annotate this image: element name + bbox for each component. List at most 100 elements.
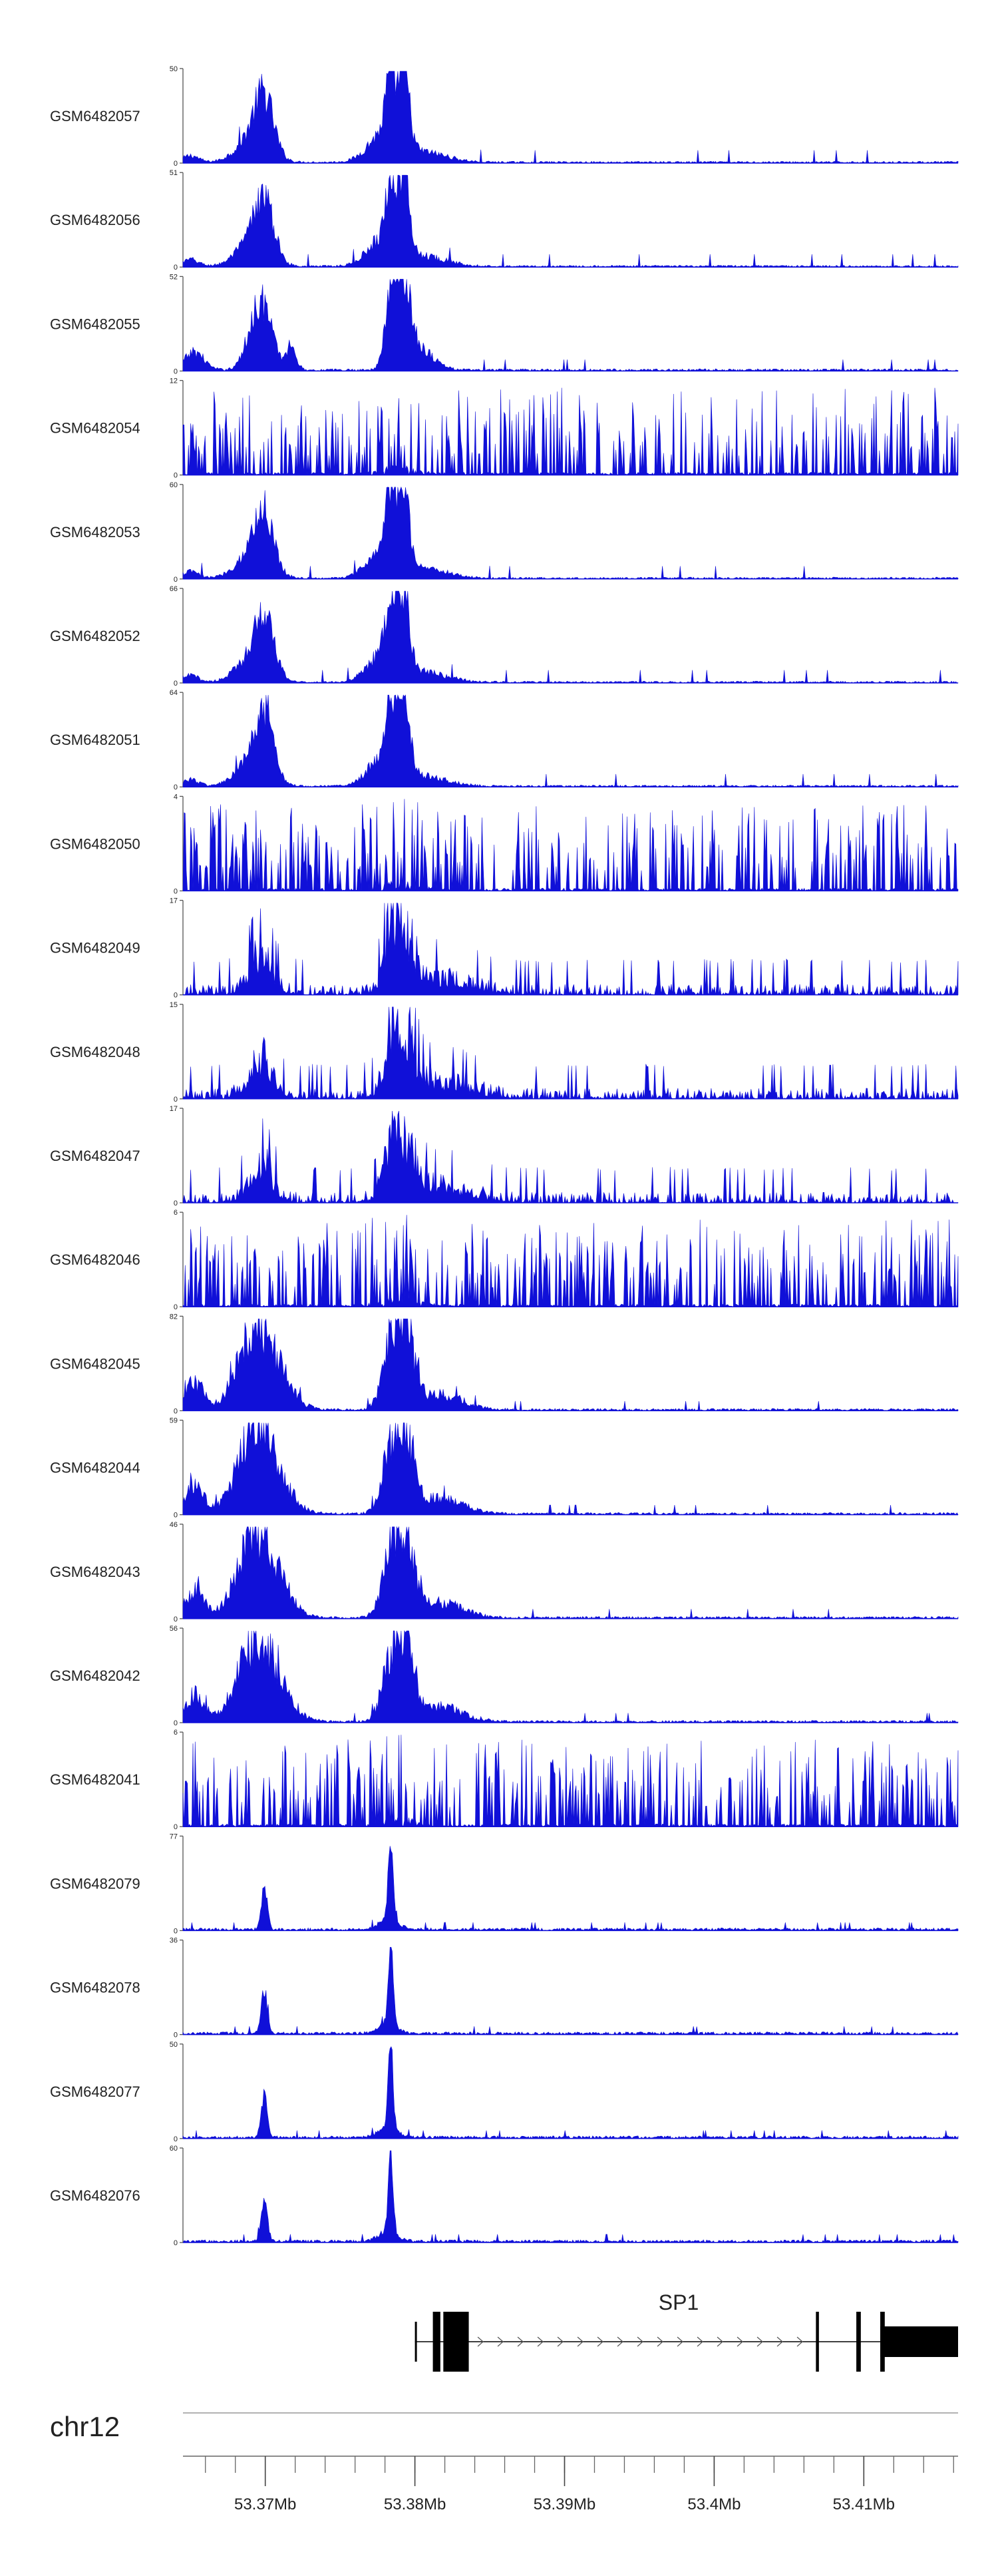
signal-area [182, 1422, 959, 1516]
strand-chevron [577, 2336, 583, 2347]
track-label: GSM6482049 [50, 940, 140, 957]
signal-area [182, 1110, 959, 1204]
signal-area [182, 71, 959, 164]
signal-area [182, 278, 959, 371]
x-tick-label: 53.38Mb [384, 2495, 446, 2513]
strand-chevron [796, 2336, 803, 2347]
strand-chevron [756, 2336, 763, 2347]
signal-area [182, 1947, 959, 2036]
track-GSM6482052: GSM6482052 66 0 [50, 585, 959, 688]
track-GSM6482041: GSM6482041 6 0 [50, 1729, 959, 1831]
y-min-label: 0 [174, 264, 178, 272]
y-min-label: 0 [174, 1199, 178, 1207]
track-GSM6482049: GSM6482049 17 0 [50, 897, 959, 1000]
track-GSM6482047: GSM6482047 17 0 [50, 1105, 959, 1207]
y-min-label: 0 [174, 2032, 178, 2039]
track-label: GSM6482056 [50, 212, 140, 228]
y-min-label: 0 [174, 680, 178, 688]
y-max-label: 4 [174, 793, 178, 801]
signal-area [182, 2150, 959, 2243]
track-label: GSM6482079 [50, 1875, 140, 1892]
strand-chevron [776, 2336, 783, 2347]
gene-annotation-track: SP1 [415, 2290, 958, 2372]
signal-area [182, 694, 959, 787]
track-GSM6482079: GSM6482079 77 0 [50, 1832, 959, 1935]
signal-area [182, 1526, 959, 1619]
x-tick-label: 53.4Mb [687, 2495, 741, 2513]
exon-utr [886, 2326, 958, 2357]
y-max-label: 17 [170, 897, 178, 905]
track-GSM6482057: GSM6482057 50 0 [50, 65, 959, 168]
track-GSM6482077: GSM6482077 50 0 [50, 2041, 959, 2143]
y-max-label: 50 [170, 65, 178, 73]
signal-area [182, 799, 959, 892]
strand-chevron [697, 2336, 703, 2347]
exon [443, 2312, 469, 2372]
track-label: GSM6482044 [50, 1460, 140, 1476]
track-label: GSM6482051 [50, 732, 140, 748]
y-min-label: 0 [174, 1096, 178, 1104]
track-GSM6482048: GSM6482048 15 0 [50, 1001, 959, 1104]
strand-chevron [497, 2336, 504, 2347]
exon [856, 2312, 861, 2372]
y-max-label: 6 [174, 1729, 178, 1737]
y-max-label: 56 [170, 1625, 178, 1633]
signal-area [182, 486, 959, 580]
y-max-label: 6 [174, 1209, 178, 1217]
strand-chevron [657, 2336, 663, 2347]
signal-area [182, 1735, 959, 1828]
y-min-label: 0 [174, 160, 178, 168]
signal-tracks: GSM6482057500GSM6482056510GSM6482055520G… [50, 65, 959, 2247]
signal-area [182, 174, 959, 268]
y-min-label: 0 [174, 367, 178, 375]
strand-chevron [597, 2336, 603, 2347]
exon [432, 2312, 440, 2372]
signal-area [182, 2046, 959, 2139]
signal-area [182, 1215, 959, 1307]
track-label: GSM6482042 [50, 1667, 140, 1684]
signal-area [182, 1318, 959, 1411]
signal-area [182, 590, 959, 684]
y-max-label: 12 [170, 377, 178, 385]
strand-chevron [557, 2336, 564, 2347]
strand-chevron [537, 2336, 544, 2347]
y-max-label: 60 [170, 481, 178, 489]
y-max-label: 59 [170, 1417, 178, 1425]
signal-area [182, 1846, 959, 1932]
track-label: GSM6482054 [50, 420, 140, 437]
y-min-label: 0 [174, 1303, 178, 1311]
x-tick-label: 53.39Mb [534, 2495, 595, 2513]
track-GSM6482050: GSM6482050 4 0 [50, 793, 959, 895]
signal-area [182, 903, 959, 996]
exon [415, 2322, 417, 2362]
y-min-label: 0 [174, 783, 178, 791]
track-GSM6482053: GSM6482053 60 0 [50, 481, 959, 584]
track-GSM6482078: GSM6482078 36 0 [50, 1937, 959, 2039]
strand-chevron [637, 2336, 643, 2347]
strand-chevron [677, 2336, 683, 2347]
track-label: GSM6482045 [50, 1355, 140, 1372]
track-label: GSM6482078 [50, 1980, 140, 1996]
gene-name-label: SP1 [659, 2290, 699, 2314]
y-max-label: 64 [170, 689, 178, 697]
track-label: GSM6482041 [50, 1771, 140, 1788]
y-min-label: 0 [174, 1823, 178, 1831]
x-tick-label: 53.37Mb [234, 2495, 296, 2513]
y-max-label: 50 [170, 2041, 178, 2049]
track-GSM6482042: GSM6482042 56 0 [50, 1625, 959, 1727]
track-label: GSM6482050 [50, 835, 140, 852]
track-GSM6482055: GSM6482055 52 0 [50, 273, 959, 375]
y-min-label: 0 [174, 1927, 178, 1935]
track-label: GSM6482052 [50, 628, 140, 644]
track-label: GSM6482076 [50, 2187, 140, 2204]
y-max-label: 52 [170, 273, 178, 281]
chromosome-label: chr12 [50, 2411, 120, 2442]
y-min-label: 0 [174, 576, 178, 584]
track-label: GSM6482043 [50, 1564, 140, 1580]
chromosome-axis: chr12 53.37Mb 53.38Mb 53.39Mb 53.4Mb 53.41Mb [50, 2411, 958, 2513]
track-GSM6482043: GSM6482043 46 0 [50, 1521, 959, 1623]
track-GSM6482051: GSM6482051 64 0 [50, 689, 959, 791]
y-min-label: 0 [174, 1407, 178, 1415]
y-min-label: 0 [174, 2135, 178, 2143]
track-GSM6482045: GSM6482045 82 0 [50, 1313, 959, 1415]
